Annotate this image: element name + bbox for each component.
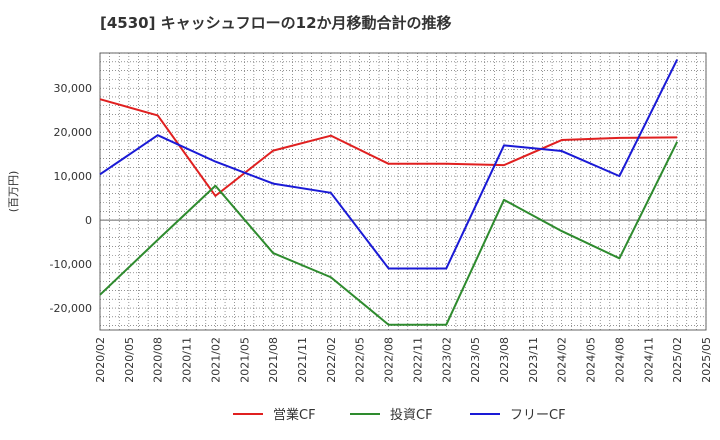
legend-label-1: 営業CF (273, 407, 316, 423)
chart-title: [4530] キャッシュフローの12か月移動合計の推移 (100, 14, 452, 32)
x-tick-label: 2021/11 (296, 337, 309, 383)
y-tick-label: -10,000 (50, 258, 92, 271)
x-tick-label: 2024/02 (556, 337, 569, 383)
x-tick-label: 2023/05 (469, 337, 482, 383)
x-tick-label: 2021/05 (238, 337, 251, 383)
x-tick-label: 2022/05 (354, 337, 367, 383)
x-tick-label: 2020/02 (94, 337, 107, 383)
legend: 営業CF 投資CF フリーCF (233, 407, 566, 423)
legend-label-2: 投資CF (390, 407, 433, 423)
series-line-1 (99, 98, 678, 197)
series-layer (99, 59, 679, 326)
x-tick-label: 2020/11 (181, 337, 194, 383)
x-tick-label: 2024/11 (642, 337, 655, 383)
legend-label-3: フリーCF (510, 408, 566, 423)
x-tick-label: 2022/02 (325, 337, 338, 383)
x-tick-label: 2025/02 (671, 337, 684, 383)
y-tick-label: 20,000 (54, 126, 93, 139)
x-tick-label: 2024/05 (585, 337, 598, 383)
x-tick-label: 2020/08 (152, 337, 165, 383)
y-tick-label: 30,000 (54, 82, 93, 95)
y-tick-label: 10,000 (54, 170, 93, 183)
y-tick-label: 0 (85, 214, 92, 227)
x-tick-label: 2023/02 (440, 337, 453, 383)
x-tick-label: 2020/05 (123, 337, 136, 383)
series-line-2 (99, 141, 679, 326)
x-tick-label: 2025/05 (700, 337, 713, 383)
x-tick-label: 2021/08 (267, 337, 280, 383)
x-tick-label: 2024/08 (613, 337, 626, 383)
x-tick-label: 2022/08 (383, 337, 396, 383)
series-line-3 (99, 59, 679, 270)
x-tick-label: 2023/11 (527, 337, 540, 383)
x-tick-label: 2023/08 (498, 337, 511, 383)
axis-layer: -20,000 -10,000 0 10,000 20,000 30,000 (百万円) 20… (7, 82, 713, 383)
x-tick-label: 2022/11 (411, 337, 424, 383)
grid-layer (99, 52, 707, 331)
y-axis-label: (百万円) (7, 171, 20, 213)
plot-area (99, 52, 707, 331)
y-tick-label: -20,000 (50, 302, 92, 315)
x-tick-label: 2021/02 (209, 337, 222, 383)
